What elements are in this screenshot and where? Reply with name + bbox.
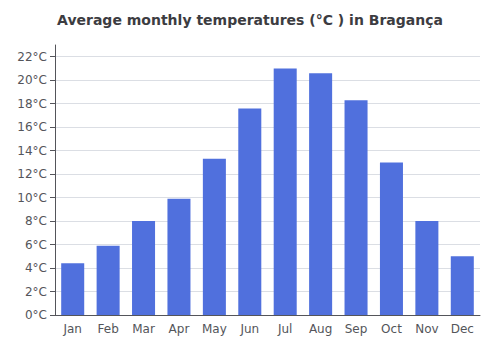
svg-text:Jul: Jul <box>277 322 292 336</box>
svg-text:Apr: Apr <box>169 322 190 336</box>
svg-text:18°C: 18°C <box>17 97 47 111</box>
svg-text:Dec: Dec <box>451 322 474 336</box>
svg-text:Jan: Jan <box>62 322 82 336</box>
svg-text:Mar: Mar <box>132 322 155 336</box>
svg-text:Sep: Sep <box>345 322 368 336</box>
svg-text:22°C: 22°C <box>17 50 47 64</box>
svg-text:0°C: 0°C <box>25 308 47 322</box>
svg-text:12°C: 12°C <box>17 167 47 181</box>
svg-text:6°C: 6°C <box>25 238 47 252</box>
svg-text:16°C: 16°C <box>17 120 47 134</box>
svg-text:Aug: Aug <box>309 322 332 336</box>
svg-text:4°C: 4°C <box>25 261 47 275</box>
svg-text:Average monthly temperatures (: Average monthly temperatures (°C ) in Br… <box>57 12 443 28</box>
svg-text:Nov: Nov <box>415 322 438 336</box>
svg-text:20°C: 20°C <box>17 73 47 87</box>
svg-text:May: May <box>202 322 227 336</box>
svg-text:Feb: Feb <box>98 322 119 336</box>
svg-text:Jun: Jun <box>239 322 259 336</box>
svg-text:14°C: 14°C <box>17 144 47 158</box>
svg-text:8°C: 8°C <box>25 214 47 228</box>
svg-text:2°C: 2°C <box>25 285 47 299</box>
svg-text:10°C: 10°C <box>17 191 47 205</box>
svg-text:Oct: Oct <box>381 322 402 336</box>
